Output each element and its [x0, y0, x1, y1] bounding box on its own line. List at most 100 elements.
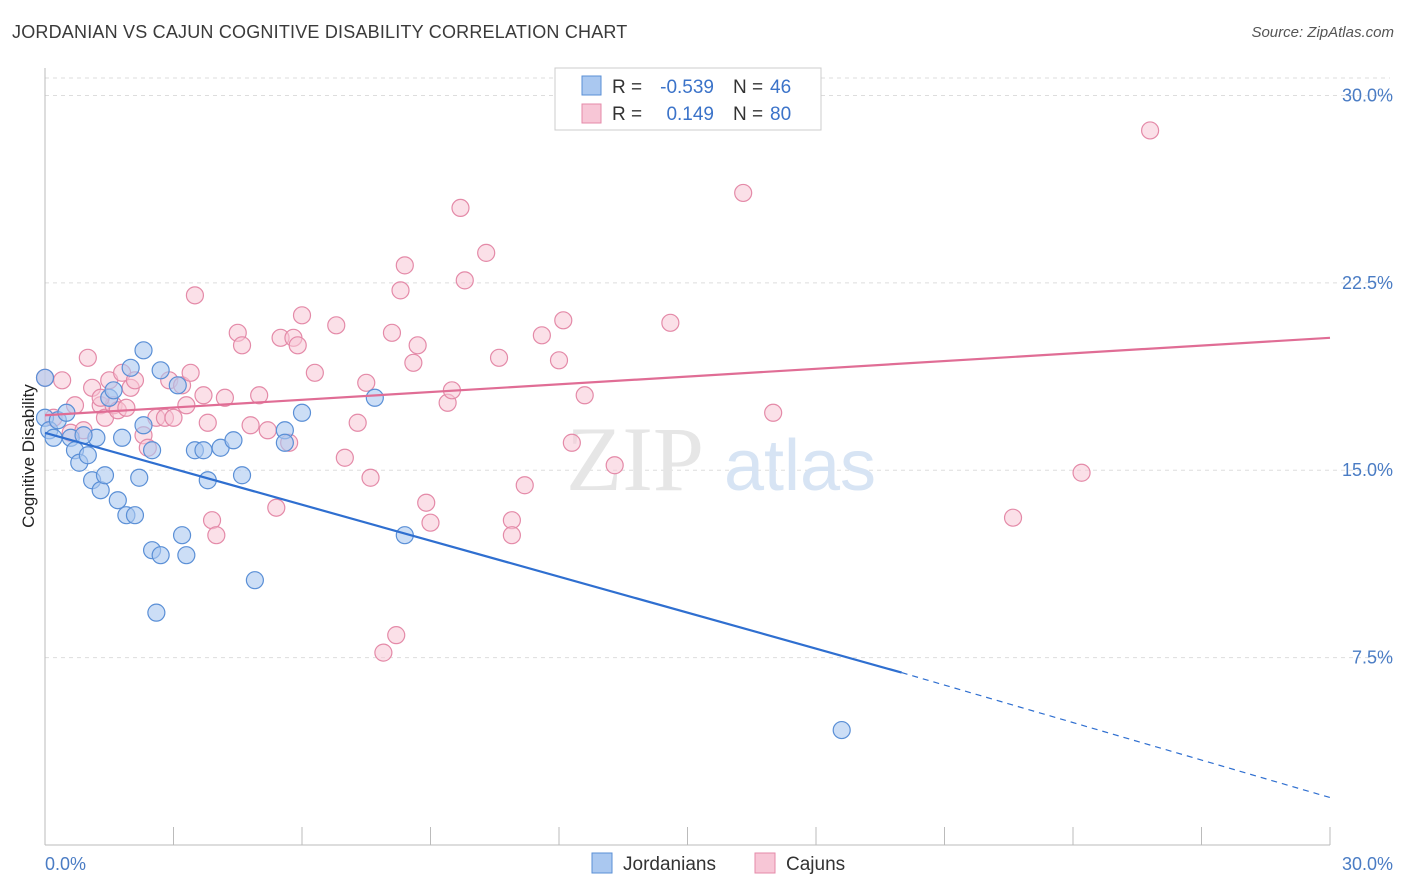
jordanian-trend-line: [44, 431, 902, 674]
jordanian-point: [108, 491, 127, 510]
cajun-point: [408, 336, 427, 355]
jordanian-point: [104, 381, 123, 400]
jordanian-point: [130, 468, 149, 487]
bottom-legend-swatch-jordanians: [591, 852, 613, 874]
jordanian-point: [365, 388, 384, 407]
jordanian-point: [224, 431, 243, 450]
jordanian-point: [125, 506, 145, 525]
cajun-point: [185, 286, 205, 305]
cajun-point: [250, 386, 269, 405]
cajun-point: [421, 513, 440, 532]
cajun-point: [117, 398, 136, 417]
watermark-atlas: atlas: [724, 426, 876, 506]
cajun-point: [404, 353, 423, 372]
cajun-point: [327, 316, 346, 335]
y-tick-label: 7.5%: [1352, 648, 1393, 668]
cajun-point: [477, 243, 496, 262]
jordanian-point: [292, 403, 312, 422]
cajun-point: [215, 388, 234, 407]
bottom-legend-swatch-cajuns: [754, 852, 776, 874]
jordanian-point: [142, 441, 162, 460]
cajun-point: [455, 271, 474, 290]
cajun-point: [489, 348, 509, 367]
jordanian-point: [245, 571, 264, 590]
x-tick-label-min: 0.0%: [45, 854, 86, 874]
bottom-legend-cajuns: Cajuns: [786, 854, 845, 875]
cajun-point: [387, 626, 406, 645]
jordanian-point: [275, 433, 294, 452]
legend-n-value-1: 46: [770, 77, 791, 98]
cajun-point: [357, 373, 376, 392]
cajun-trend-line: [44, 336, 1331, 417]
watermark-zip: ZIP: [566, 408, 704, 510]
cajun-point: [241, 416, 260, 435]
cajun-point: [335, 448, 354, 467]
cajun-point: [395, 256, 414, 275]
cajun-point: [734, 183, 753, 203]
legend-swatch-jordanians: [581, 75, 602, 96]
grid-lines: [45, 77, 1390, 659]
cajun-point: [1003, 508, 1023, 527]
jordanian-point: [91, 481, 110, 500]
y-tick-label: 30.0%: [1342, 85, 1393, 105]
jordanian-trend-extension: [901, 672, 1331, 799]
cajun-point: [391, 281, 410, 300]
cajun-point: [53, 371, 72, 390]
cajun-point: [207, 526, 226, 545]
jordanian-point: [147, 603, 166, 622]
cajun-point: [661, 313, 680, 332]
trend-lines: [44, 336, 1331, 799]
cajun-point: [164, 408, 183, 427]
jordanian-point: [151, 546, 170, 565]
jordanian-point: [78, 446, 97, 465]
jordanian-point: [232, 466, 252, 485]
cajun-point: [292, 306, 312, 325]
jordanian-point: [172, 526, 192, 545]
cajun-point: [258, 421, 277, 440]
jordanian-point: [177, 546, 196, 565]
legend-swatch-cajuns: [581, 103, 602, 124]
cajun-point: [305, 363, 324, 382]
jordanian-point: [35, 368, 55, 387]
series-legend: Jordanians Cajuns: [591, 852, 845, 875]
x-tick-label-max: 30.0%: [1342, 854, 1393, 874]
y-tick-label: 15.0%: [1342, 460, 1393, 480]
cajun-point: [515, 476, 534, 495]
cajun-point: [532, 326, 551, 345]
cajun-point: [232, 336, 252, 355]
legend-r-label-1: R =: [612, 77, 642, 98]
cajun-point: [78, 348, 97, 367]
jordanian-point: [168, 376, 187, 395]
cajun-point: [267, 498, 286, 517]
cajun-points: [35, 121, 1160, 662]
cajun-point: [181, 363, 200, 382]
jordanian-point: [151, 361, 170, 380]
jordanian-points: [35, 341, 851, 740]
jordanian-point: [121, 358, 140, 377]
jordanian-point: [95, 466, 115, 485]
jordanian-point: [134, 416, 153, 435]
y-tick-label: 22.5%: [1342, 273, 1393, 293]
cajun-point: [549, 351, 569, 370]
legend-r-label-2: R =: [612, 104, 642, 125]
correlation-legend: R = -0.539 N = 46 R = 0.149 N = 80: [554, 67, 822, 131]
jordanian-point: [112, 428, 132, 447]
cajun-point: [1140, 121, 1160, 140]
cajun-point: [361, 468, 380, 487]
y-axis-title: Cognitive Disability: [19, 384, 38, 528]
legend-n-value-2: 80: [770, 104, 791, 125]
jordanian-point: [194, 441, 213, 460]
cajun-point: [1072, 463, 1091, 482]
watermark: ZIP atlas: [566, 408, 876, 510]
legend-n-label-1: N =: [733, 77, 763, 98]
legend-r-value-2: 0.149: [666, 104, 714, 125]
cajun-point: [562, 433, 581, 452]
cajun-point: [605, 456, 624, 475]
legend-n-label-2: N =: [733, 104, 763, 125]
cajun-point: [288, 336, 307, 355]
bottom-legend-jordanians: Jordanians: [623, 854, 716, 875]
x-tick-labels: 0.0% 30.0%: [45, 854, 1393, 874]
cajun-point: [198, 413, 217, 432]
cajun-point: [382, 323, 402, 342]
